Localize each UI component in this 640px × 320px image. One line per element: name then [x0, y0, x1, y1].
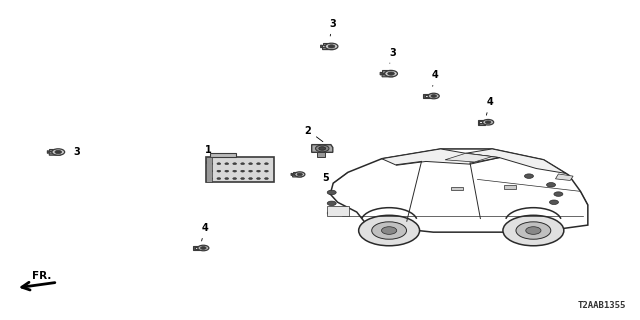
- Polygon shape: [312, 145, 333, 152]
- Circle shape: [249, 163, 252, 165]
- Polygon shape: [323, 47, 335, 50]
- Circle shape: [249, 178, 252, 180]
- Bar: [451, 187, 463, 190]
- Text: 1: 1: [205, 145, 212, 164]
- Circle shape: [327, 190, 336, 195]
- Polygon shape: [425, 94, 431, 95]
- Circle shape: [217, 163, 221, 165]
- Polygon shape: [556, 174, 573, 180]
- Circle shape: [264, 163, 268, 165]
- Text: 4: 4: [486, 97, 493, 115]
- Bar: [504, 185, 516, 189]
- Polygon shape: [195, 246, 200, 247]
- Polygon shape: [382, 75, 395, 77]
- Polygon shape: [323, 43, 330, 45]
- Circle shape: [428, 93, 439, 99]
- Polygon shape: [478, 120, 479, 124]
- Circle shape: [385, 70, 397, 77]
- Bar: [210, 153, 237, 157]
- FancyBboxPatch shape: [206, 157, 274, 182]
- Polygon shape: [47, 151, 49, 153]
- Circle shape: [554, 192, 563, 196]
- Wedge shape: [358, 215, 420, 246]
- Circle shape: [264, 170, 268, 172]
- Polygon shape: [445, 153, 492, 162]
- Circle shape: [225, 170, 228, 172]
- Circle shape: [55, 150, 61, 154]
- Circle shape: [209, 170, 212, 172]
- Polygon shape: [424, 94, 425, 98]
- Circle shape: [547, 183, 556, 187]
- Circle shape: [209, 163, 212, 165]
- Polygon shape: [49, 153, 62, 155]
- Circle shape: [233, 170, 237, 172]
- Circle shape: [209, 178, 212, 180]
- Circle shape: [217, 170, 221, 172]
- Circle shape: [319, 147, 326, 150]
- Circle shape: [225, 178, 228, 180]
- Circle shape: [52, 149, 65, 155]
- Polygon shape: [479, 120, 485, 121]
- Circle shape: [325, 43, 338, 50]
- Circle shape: [241, 163, 244, 165]
- Circle shape: [257, 178, 260, 180]
- Text: FR.: FR.: [32, 271, 51, 281]
- Circle shape: [431, 95, 436, 97]
- Circle shape: [233, 163, 237, 165]
- Circle shape: [516, 222, 551, 239]
- Circle shape: [483, 119, 493, 125]
- Text: T2AAB1355: T2AAB1355: [577, 301, 626, 310]
- Circle shape: [372, 222, 406, 239]
- Text: 3: 3: [74, 147, 81, 157]
- Polygon shape: [321, 45, 323, 48]
- Text: 5: 5: [323, 172, 330, 183]
- Circle shape: [241, 170, 244, 172]
- Text: 4: 4: [202, 223, 209, 241]
- Circle shape: [297, 173, 303, 176]
- Polygon shape: [330, 149, 588, 232]
- Circle shape: [257, 170, 260, 172]
- Polygon shape: [381, 149, 499, 165]
- Circle shape: [198, 245, 209, 251]
- Circle shape: [316, 145, 329, 152]
- Circle shape: [233, 178, 237, 180]
- Circle shape: [381, 227, 397, 234]
- Text: 2: 2: [305, 125, 323, 142]
- Polygon shape: [292, 172, 299, 174]
- Polygon shape: [479, 123, 485, 124]
- Polygon shape: [292, 175, 303, 177]
- Circle shape: [525, 174, 534, 178]
- Circle shape: [257, 163, 260, 165]
- Circle shape: [200, 247, 206, 249]
- Polygon shape: [425, 97, 431, 98]
- Polygon shape: [193, 246, 195, 250]
- Circle shape: [249, 170, 252, 172]
- Text: 4: 4: [432, 70, 439, 86]
- Circle shape: [241, 178, 244, 180]
- Circle shape: [225, 163, 228, 165]
- Bar: [327, 206, 349, 216]
- Polygon shape: [380, 72, 382, 75]
- Text: 3: 3: [330, 19, 337, 36]
- Polygon shape: [382, 70, 390, 73]
- Text: 3: 3: [389, 48, 396, 63]
- Circle shape: [485, 121, 491, 124]
- Polygon shape: [291, 173, 292, 175]
- Bar: [206, 157, 211, 182]
- Circle shape: [526, 227, 541, 234]
- Polygon shape: [49, 149, 57, 151]
- Circle shape: [388, 72, 394, 75]
- Circle shape: [550, 200, 559, 204]
- Circle shape: [327, 201, 336, 205]
- Polygon shape: [195, 249, 200, 250]
- Circle shape: [217, 178, 221, 180]
- Circle shape: [294, 172, 305, 177]
- Wedge shape: [503, 215, 564, 246]
- Polygon shape: [466, 149, 566, 173]
- Circle shape: [327, 211, 336, 215]
- Circle shape: [264, 178, 268, 180]
- Polygon shape: [317, 152, 325, 157]
- Circle shape: [328, 45, 335, 48]
